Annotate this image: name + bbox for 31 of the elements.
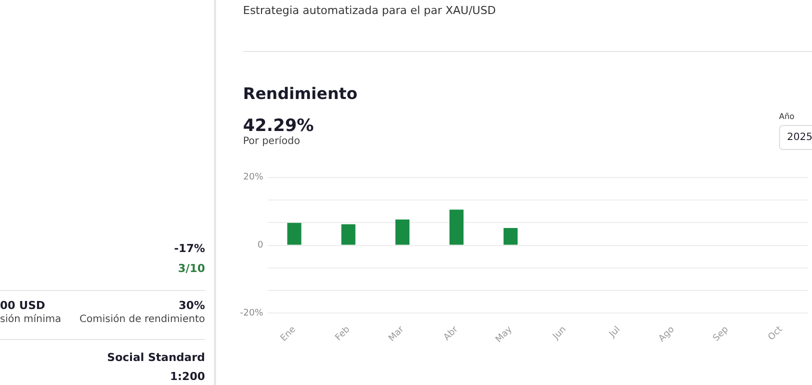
bar [504, 228, 518, 245]
text: Año [779, 112, 794, 121]
x-tick-label: Feb [334, 324, 352, 344]
bar [449, 210, 464, 245]
text: sión mínima [0, 314, 62, 325]
chart-title: Rendimiento [243, 84, 358, 103]
text: 42.29% [243, 116, 314, 136]
text: Social Standard [107, 351, 205, 364]
x-tick-label: Sep [712, 324, 731, 344]
y-tick-label: 0 [258, 240, 264, 251]
text: 00 USD [0, 299, 46, 312]
x-tick-label: Jul [607, 324, 623, 340]
x-tick-label: Abr [442, 324, 460, 343]
y-tick-label: 20% [243, 172, 264, 183]
text: Estrategia automatizada para el par XAU/USD [243, 4, 496, 17]
bar [287, 222, 302, 245]
text: 3/10 [178, 262, 205, 275]
text: 30% [178, 299, 205, 312]
x-tick-label: Jun [550, 324, 568, 342]
bar [341, 224, 356, 245]
x-tick-label: Ago [657, 324, 677, 344]
y-tick-label: -20% [240, 308, 264, 319]
bar [395, 220, 410, 245]
x-tick-label: Oct [766, 324, 786, 343]
text: 1:200 [170, 370, 205, 383]
text: Comisión de rendimiento [80, 314, 205, 325]
x-tick-label: Mar [387, 324, 406, 344]
chart-subtitle: Por período [243, 136, 300, 147]
text: -17% [174, 242, 205, 255]
text: 2025 [779, 125, 812, 150]
x-tick-label: Ene [279, 324, 298, 344]
